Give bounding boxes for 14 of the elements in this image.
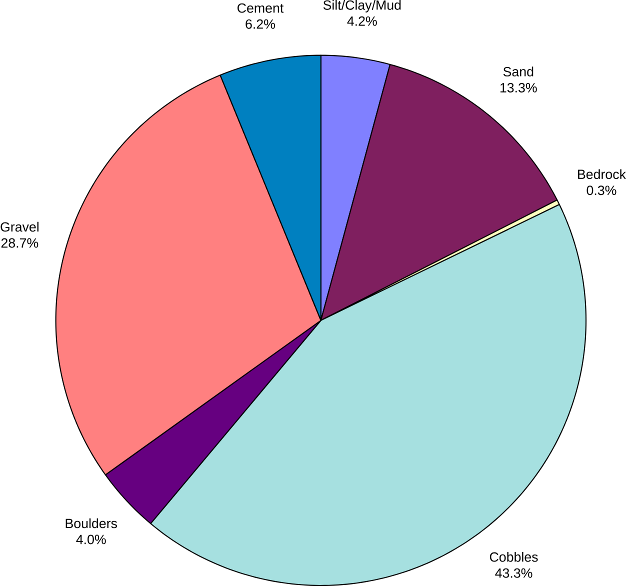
slice-label: Sand — [503, 66, 534, 76]
data-label: 43.3% — [495, 568, 532, 578]
slice-label: Cobbles — [490, 552, 538, 562]
slice-label: Bedrock — [578, 169, 626, 180]
slice-label: Boulders — [66, 518, 117, 528]
data-label: 6.2% — [246, 19, 276, 29]
data-label: 28.7% — [1, 238, 38, 248]
slice-label: Gravel — [0, 222, 38, 232]
data-label: 0.3% — [586, 186, 616, 196]
data-label: 4.0% — [76, 534, 106, 544]
slice-label: Cement — [238, 3, 284, 13]
slice-label: Silt/Clay/Mud — [323, 0, 401, 12]
data-label: 13.3% — [500, 83, 537, 92]
data-label: 4.2% — [347, 16, 377, 26]
